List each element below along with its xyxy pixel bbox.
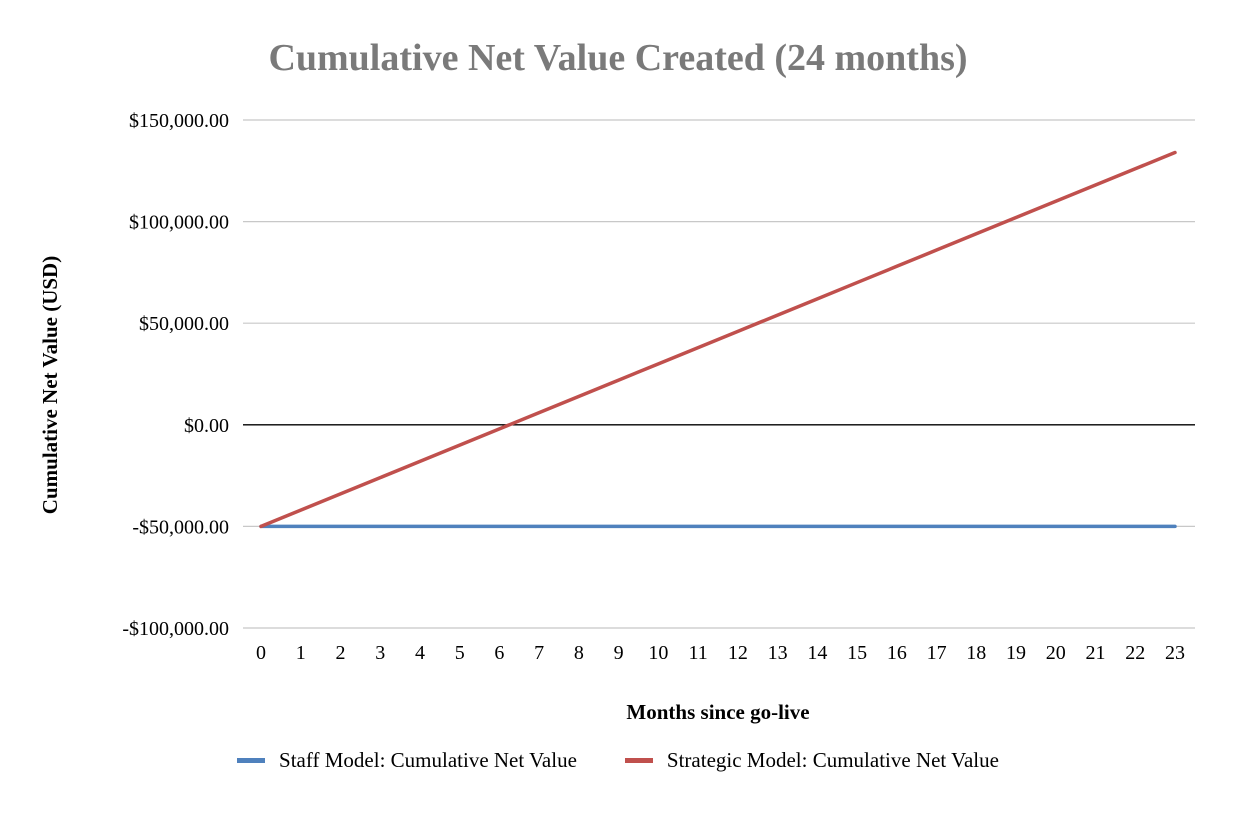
x-axis-ticks: 0 1 2 3 4 5 6 7 8 9 10 11 12 13 14 15 16 17 18 19 20 21 22 23 bbox=[256, 642, 1185, 664]
y-tick-label: $150,000.00 bbox=[129, 110, 229, 132]
y-tick-label: -$100,000.00 bbox=[122, 618, 229, 640]
chart-title: Cumulative Net Value Created (24 months) bbox=[268, 37, 968, 79]
x-tick-label: 4 bbox=[415, 642, 425, 664]
x-tick-label: 20 bbox=[1046, 642, 1066, 664]
legend-item-strategic: Strategic Model: Cumulative Net Value bbox=[624, 748, 999, 773]
x-tick-label: 2 bbox=[335, 642, 345, 664]
x-tick-label: 17 bbox=[927, 642, 947, 664]
gridlines bbox=[243, 119, 1195, 629]
x-tick-label: 13 bbox=[768, 642, 788, 664]
x-tick-label: 22 bbox=[1125, 642, 1145, 664]
legend-swatch-strategic bbox=[624, 758, 653, 763]
y-axis-title: Cumulative Net Value (USD) bbox=[38, 256, 62, 514]
x-tick-label: 9 bbox=[614, 642, 624, 664]
legend: Staff Model: Cumulative Net Value Strate… bbox=[0, 748, 1236, 773]
legend-label-strategic: Strategic Model: Cumulative Net Value bbox=[666, 748, 999, 772]
x-tick-label: 0 bbox=[256, 642, 266, 664]
x-tick-label: 11 bbox=[688, 642, 707, 664]
x-tick-label: 10 bbox=[648, 642, 668, 664]
legend-item-staff: Staff Model: Cumulative Net Value bbox=[237, 748, 577, 773]
x-tick-label: 8 bbox=[574, 642, 584, 664]
x-tick-label: 18 bbox=[966, 642, 986, 664]
series-lines bbox=[259, 150, 1177, 529]
x-tick-label: 7 bbox=[534, 642, 544, 664]
series-line-strategic bbox=[259, 150, 1177, 529]
y-tick-label: -$50,000.00 bbox=[132, 516, 229, 538]
x-tick-label: 1 bbox=[296, 642, 306, 664]
x-tick-label: 6 bbox=[494, 642, 504, 664]
x-tick-label: 21 bbox=[1086, 642, 1106, 664]
x-tick-label: 5 bbox=[455, 642, 465, 664]
x-tick-label: 14 bbox=[807, 642, 827, 664]
x-axis-title: Months since go-live bbox=[626, 700, 809, 724]
x-tick-label: 19 bbox=[1006, 642, 1026, 664]
x-tick-label: 15 bbox=[847, 642, 867, 664]
x-tick-label: 12 bbox=[728, 642, 748, 664]
y-tick-label: $50,000.00 bbox=[139, 313, 229, 335]
legend-swatch-staff bbox=[237, 758, 266, 763]
y-axis-ticks: $150,000.00 $100,000.00 $50,000.00 $0.00 -$5… bbox=[122, 110, 229, 640]
y-tick-label: $0.00 bbox=[184, 415, 229, 437]
legend-label-staff: Staff Model: Cumulative Net Value bbox=[279, 748, 577, 772]
x-tick-label: 3 bbox=[375, 642, 385, 664]
x-tick-label: 23 bbox=[1165, 642, 1185, 664]
y-tick-label: $100,000.00 bbox=[129, 212, 229, 234]
x-tick-label: 16 bbox=[887, 642, 907, 664]
